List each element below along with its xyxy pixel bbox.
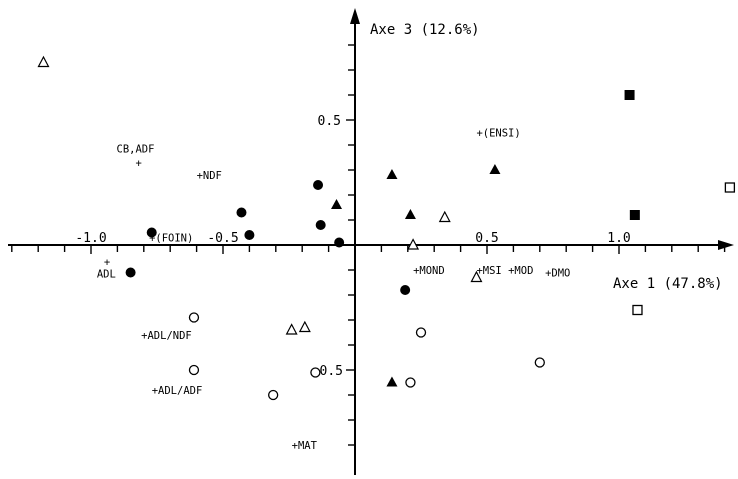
variable-label: +NDF <box>197 170 222 182</box>
open-circle-point <box>534 357 545 368</box>
variable-label: +MOND <box>413 265 445 277</box>
variable-label: +MSI <box>476 265 501 277</box>
open-circle-point <box>188 312 200 323</box>
filled-circle-point <box>313 180 324 190</box>
filled-circle-point <box>236 207 247 218</box>
filled-circle-point <box>315 220 326 230</box>
variable-labels: CB,ADF++NDF+(FOIN)+ADL+(ENSI)+MOND +MSI +M… <box>97 128 571 453</box>
variable-label: +(FOIN) <box>149 233 193 245</box>
open-triangle-point <box>470 270 483 283</box>
open-circle-point <box>405 377 416 388</box>
data-points <box>37 55 736 401</box>
open-triangle-point <box>298 320 311 333</box>
filled-triangle-point <box>386 169 398 179</box>
filled-circle-point <box>400 285 411 295</box>
filled-circle-point <box>334 237 345 248</box>
variable-label: +DMO <box>545 268 570 280</box>
x-tick-label: -0.5 <box>207 231 238 246</box>
open-square-point <box>632 304 643 316</box>
variable-marker: + <box>104 257 110 269</box>
x-axis-title: Axe 1 (47.8%) <box>613 276 723 292</box>
x-axis-arrow <box>718 240 734 250</box>
filled-triangle-point <box>331 199 343 209</box>
filled-circle-point <box>125 267 136 278</box>
open-circle-point <box>310 367 321 378</box>
filled-circle-point <box>244 230 255 240</box>
y-axis-title: Axe 3 (12.6%) <box>370 22 480 38</box>
variable-marker: + <box>136 158 142 170</box>
variable-label: +MAT <box>292 440 318 452</box>
x-tick-label: -1.0 <box>75 231 106 246</box>
y-tick-label: 0.5 <box>318 114 341 129</box>
x-tick-label: 0.5 <box>475 231 498 246</box>
variable-label: +ADL/ADF <box>152 385 203 397</box>
filled-square-point <box>629 210 640 220</box>
open-circle-point <box>188 364 200 376</box>
variable-label: +MOD <box>508 265 533 277</box>
variable-label: +ADL/NDF <box>141 330 192 342</box>
open-square-point <box>724 182 736 193</box>
filled-triangle-point <box>386 376 398 387</box>
filled-square-point <box>624 90 635 100</box>
variable-label: ADL <box>97 269 116 281</box>
variable-label: CB,ADF <box>117 144 155 156</box>
ticks: -1.0 -0.5 0.5 1.00.5-0.5 <box>11 44 726 446</box>
open-circle-point <box>268 389 279 401</box>
open-triangle-point <box>438 210 451 223</box>
y-axis-arrow <box>350 8 360 24</box>
x-tick-label: 1.0 <box>607 231 630 246</box>
open-triangle-point <box>407 238 420 250</box>
filled-triangle-point <box>489 164 501 174</box>
filled-circle-point <box>146 227 157 238</box>
axes <box>8 8 734 475</box>
open-triangle-point <box>37 55 50 68</box>
variable-label: +(ENSI) <box>476 128 520 140</box>
filled-triangle-point <box>404 209 416 219</box>
open-triangle-point <box>285 323 298 335</box>
open-circle-point <box>415 327 427 338</box>
